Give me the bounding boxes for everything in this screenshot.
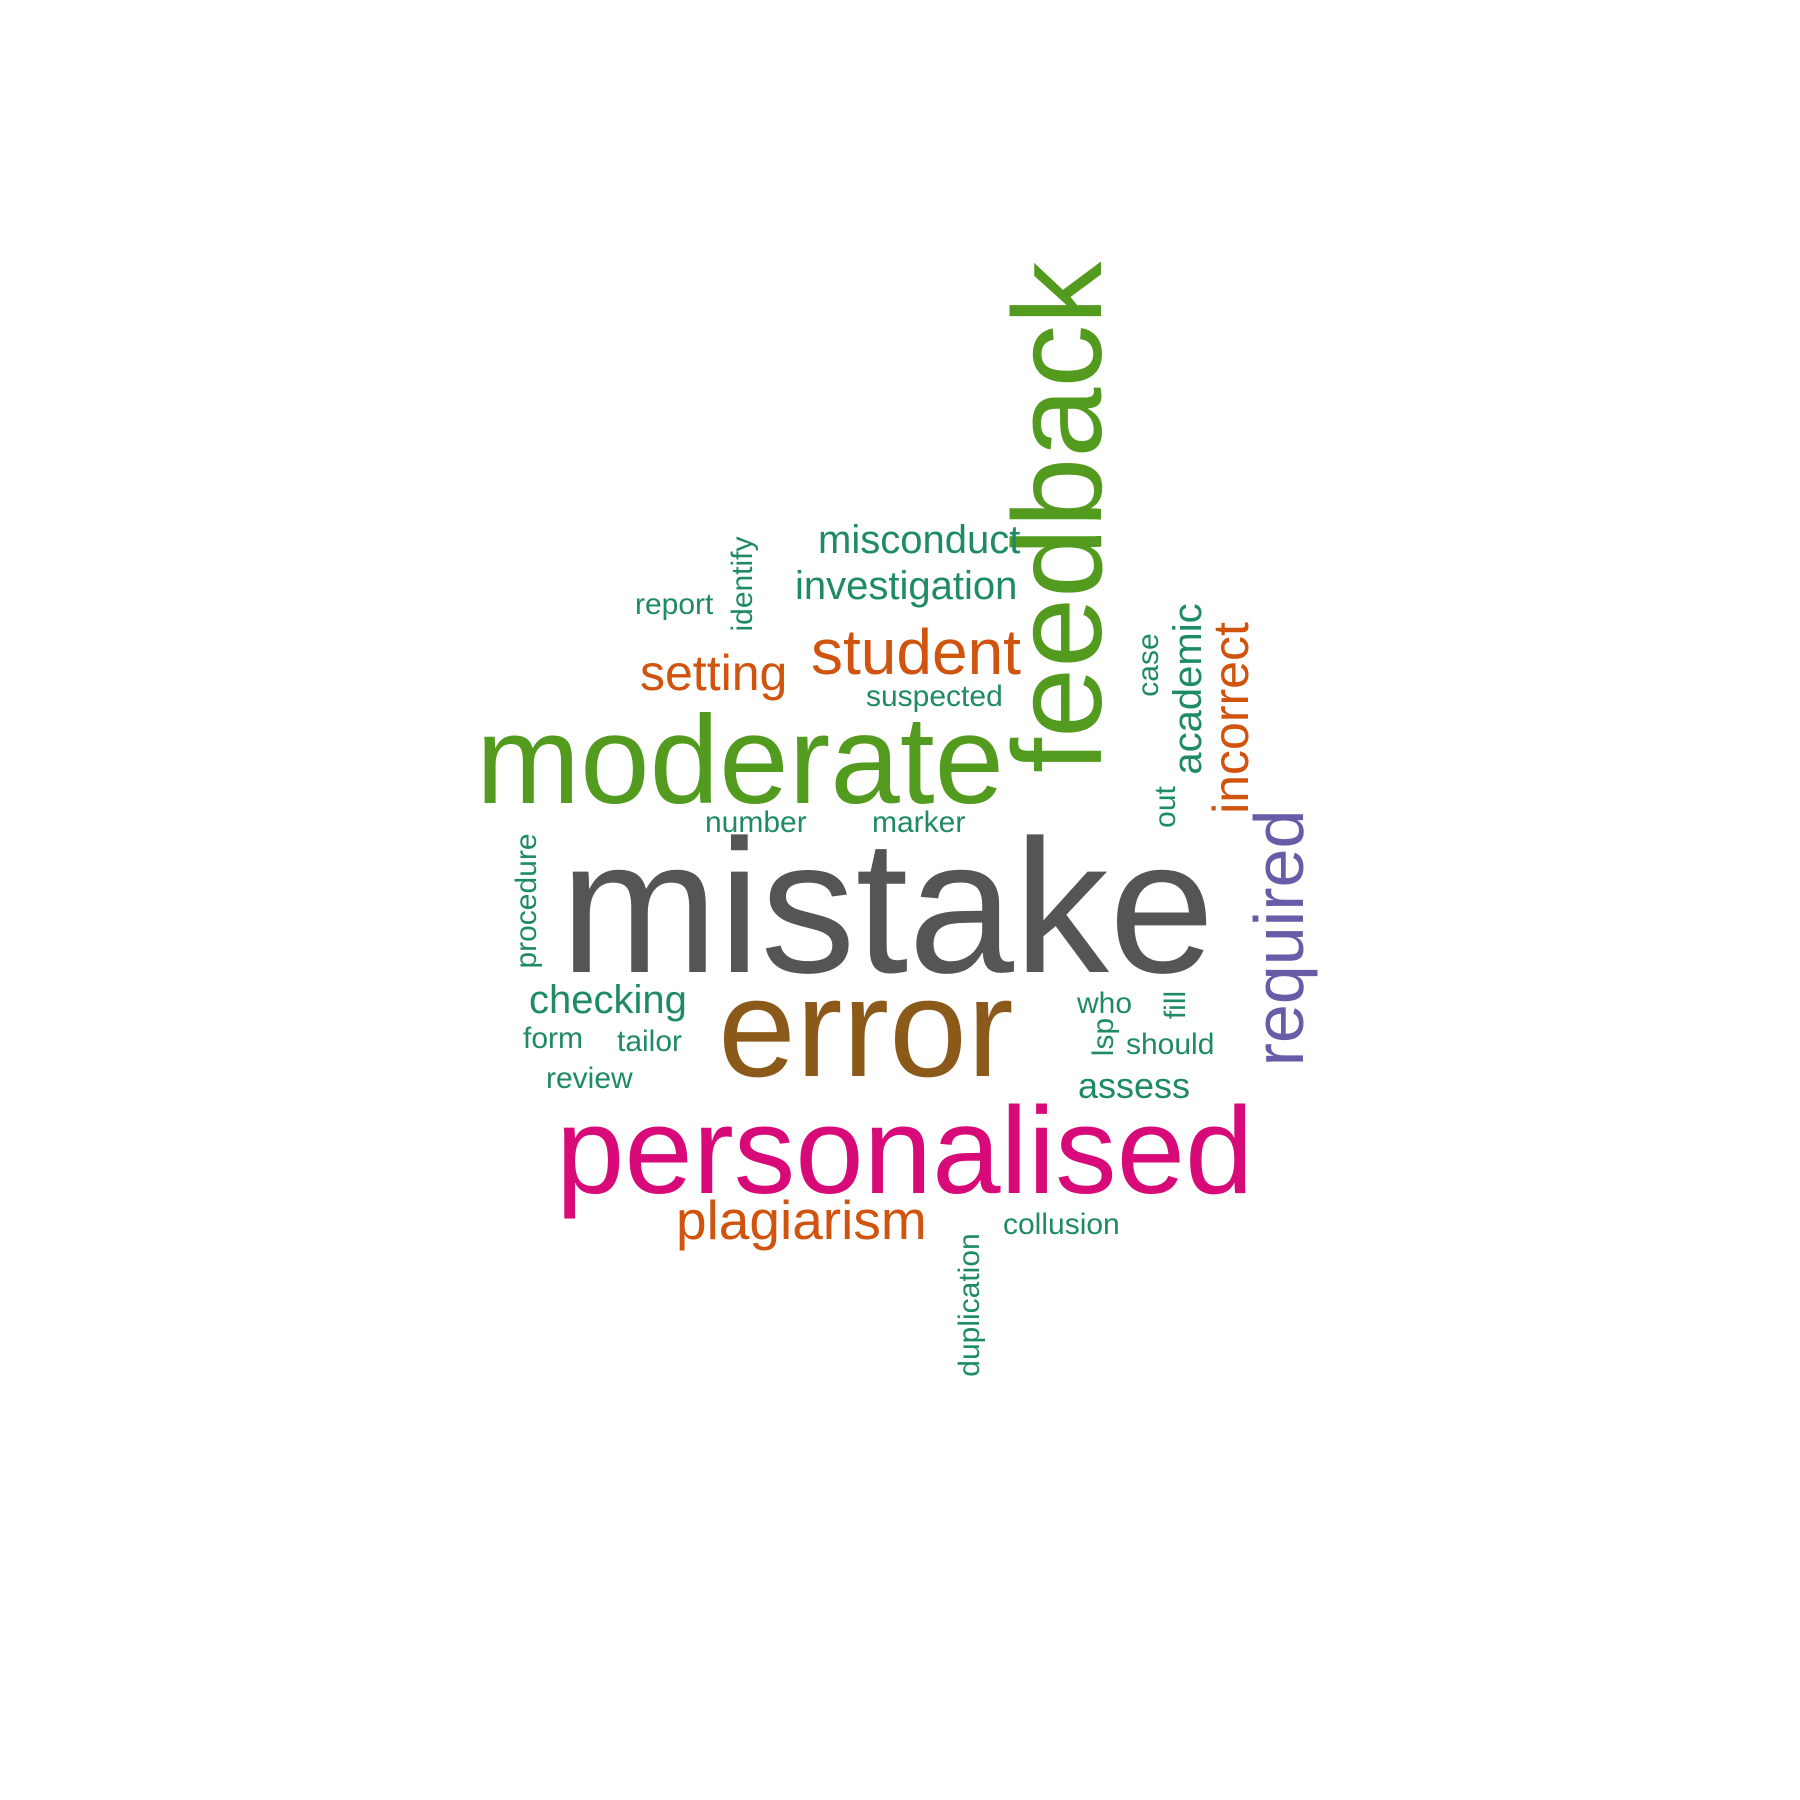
word-moderate: moderate (476, 691, 1005, 830)
word-review: review (546, 1062, 633, 1095)
word-investigation: investigation (795, 564, 1018, 608)
word-case: case (1132, 633, 1165, 697)
word-academic: academic (1166, 603, 1210, 775)
word-required: required (1240, 809, 1318, 1067)
word-report: report (635, 588, 714, 621)
word-identify: identify (726, 536, 759, 632)
word-plagiarism: plagiarism (676, 1189, 927, 1251)
word-personalised: personalised (556, 1083, 1254, 1220)
word-fill: fill (1159, 990, 1192, 1020)
word-duplication: duplication (953, 1233, 986, 1377)
word-marker: marker (872, 806, 966, 839)
word-checking: checking (529, 978, 687, 1022)
word-form: form (523, 1022, 583, 1055)
word-should: should (1126, 1028, 1215, 1061)
word-out: out (1149, 786, 1182, 828)
word-student: student (811, 616, 1021, 688)
word-setting: setting (640, 645, 788, 701)
word-error: error (718, 949, 1014, 1106)
word-procedure: procedure (510, 833, 543, 969)
word-tailor: tailor (617, 1025, 683, 1058)
word-collusion: collusion (1003, 1208, 1120, 1241)
word-feedback: feedback (987, 261, 1128, 773)
word-assess: assess (1078, 1065, 1191, 1106)
word-incorrect: incorrect (1203, 622, 1259, 814)
word-number: number (705, 806, 807, 839)
word-lsp: lsp (1087, 1017, 1120, 1057)
word-who: who (1077, 987, 1133, 1020)
word-misconduct: misconduct (818, 518, 1021, 562)
word-mistake: mistake (560, 801, 1215, 1013)
word-suspected: suspected (866, 680, 1003, 713)
